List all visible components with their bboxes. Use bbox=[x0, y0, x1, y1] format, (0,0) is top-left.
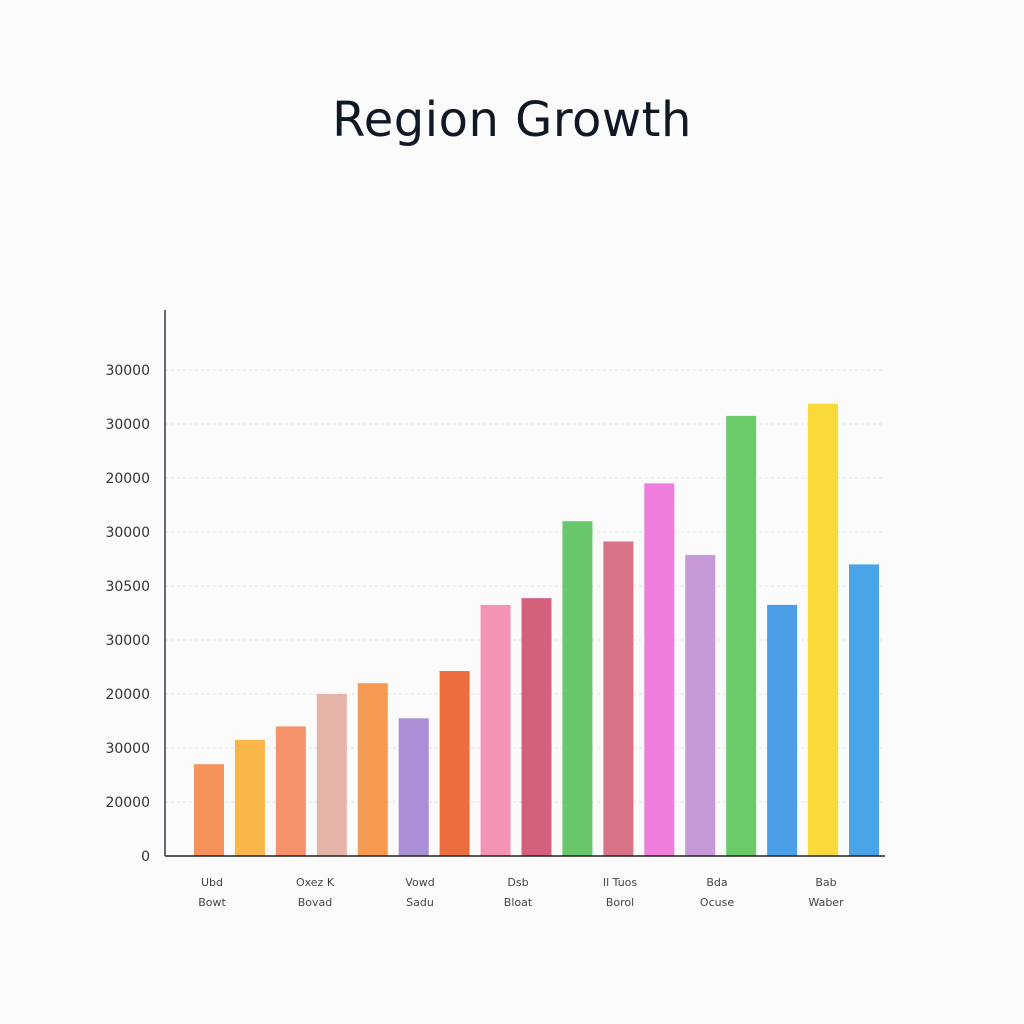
bar bbox=[521, 598, 552, 856]
bar bbox=[480, 604, 511, 856]
bars bbox=[194, 403, 879, 856]
x-tick-label: Sadu bbox=[406, 896, 434, 909]
y-tick-label: 30000 bbox=[105, 525, 150, 541]
bar bbox=[726, 415, 757, 856]
x-tick-label: Bda bbox=[706, 876, 727, 889]
bar bbox=[849, 564, 879, 856]
y-tick-label: 20000 bbox=[105, 795, 150, 811]
y-tick-labels: 0 20000 30000 20000 30000 30500 30000 20000 3000… bbox=[105, 363, 150, 865]
bar bbox=[562, 521, 593, 856]
y-tick-label: 30000 bbox=[105, 417, 150, 433]
x-tick-label: Dsb bbox=[507, 876, 528, 889]
x-tick-label: Waber bbox=[808, 896, 844, 909]
bar bbox=[194, 764, 224, 856]
chart-title: Region Growth bbox=[332, 92, 692, 148]
bar bbox=[685, 554, 716, 856]
bar bbox=[234, 739, 265, 856]
x-tick-label: Oxez K bbox=[296, 876, 335, 889]
x-tick-label: Borol bbox=[606, 896, 634, 909]
x-tick-label: Bab bbox=[815, 876, 836, 889]
bar bbox=[398, 718, 429, 856]
y-tick-label: 0 bbox=[141, 849, 150, 865]
x-tick-labels: Ubd Bowt Oxez K Bovad Vowd Sadu Dsb Bloat Il Tuo… bbox=[198, 876, 844, 909]
y-tick-label: 30500 bbox=[105, 579, 150, 595]
x-tick-label: Bloat bbox=[504, 896, 533, 909]
x-tick-label: Ubd bbox=[201, 876, 223, 889]
x-tick-label: Il Tuos bbox=[603, 876, 638, 889]
bar bbox=[644, 483, 675, 856]
bar bbox=[275, 726, 306, 856]
y-tick-label: 20000 bbox=[105, 471, 150, 487]
x-tick-label: Bovad bbox=[298, 896, 333, 909]
bar bbox=[603, 541, 634, 856]
y-tick-label: 20000 bbox=[105, 687, 150, 703]
bar bbox=[439, 671, 470, 856]
bar bbox=[357, 683, 388, 856]
bar bbox=[808, 403, 839, 856]
x-tick-label: Ocuse bbox=[700, 896, 734, 909]
y-tick-label: 30000 bbox=[105, 741, 150, 757]
bar bbox=[316, 694, 347, 856]
y-tick-label: 30000 bbox=[105, 363, 150, 379]
y-tick-label: 30000 bbox=[105, 633, 150, 649]
bar bbox=[767, 604, 798, 856]
axes bbox=[164, 310, 885, 857]
x-tick-label: Vowd bbox=[405, 876, 434, 889]
x-tick-label: Bowt bbox=[198, 896, 226, 909]
